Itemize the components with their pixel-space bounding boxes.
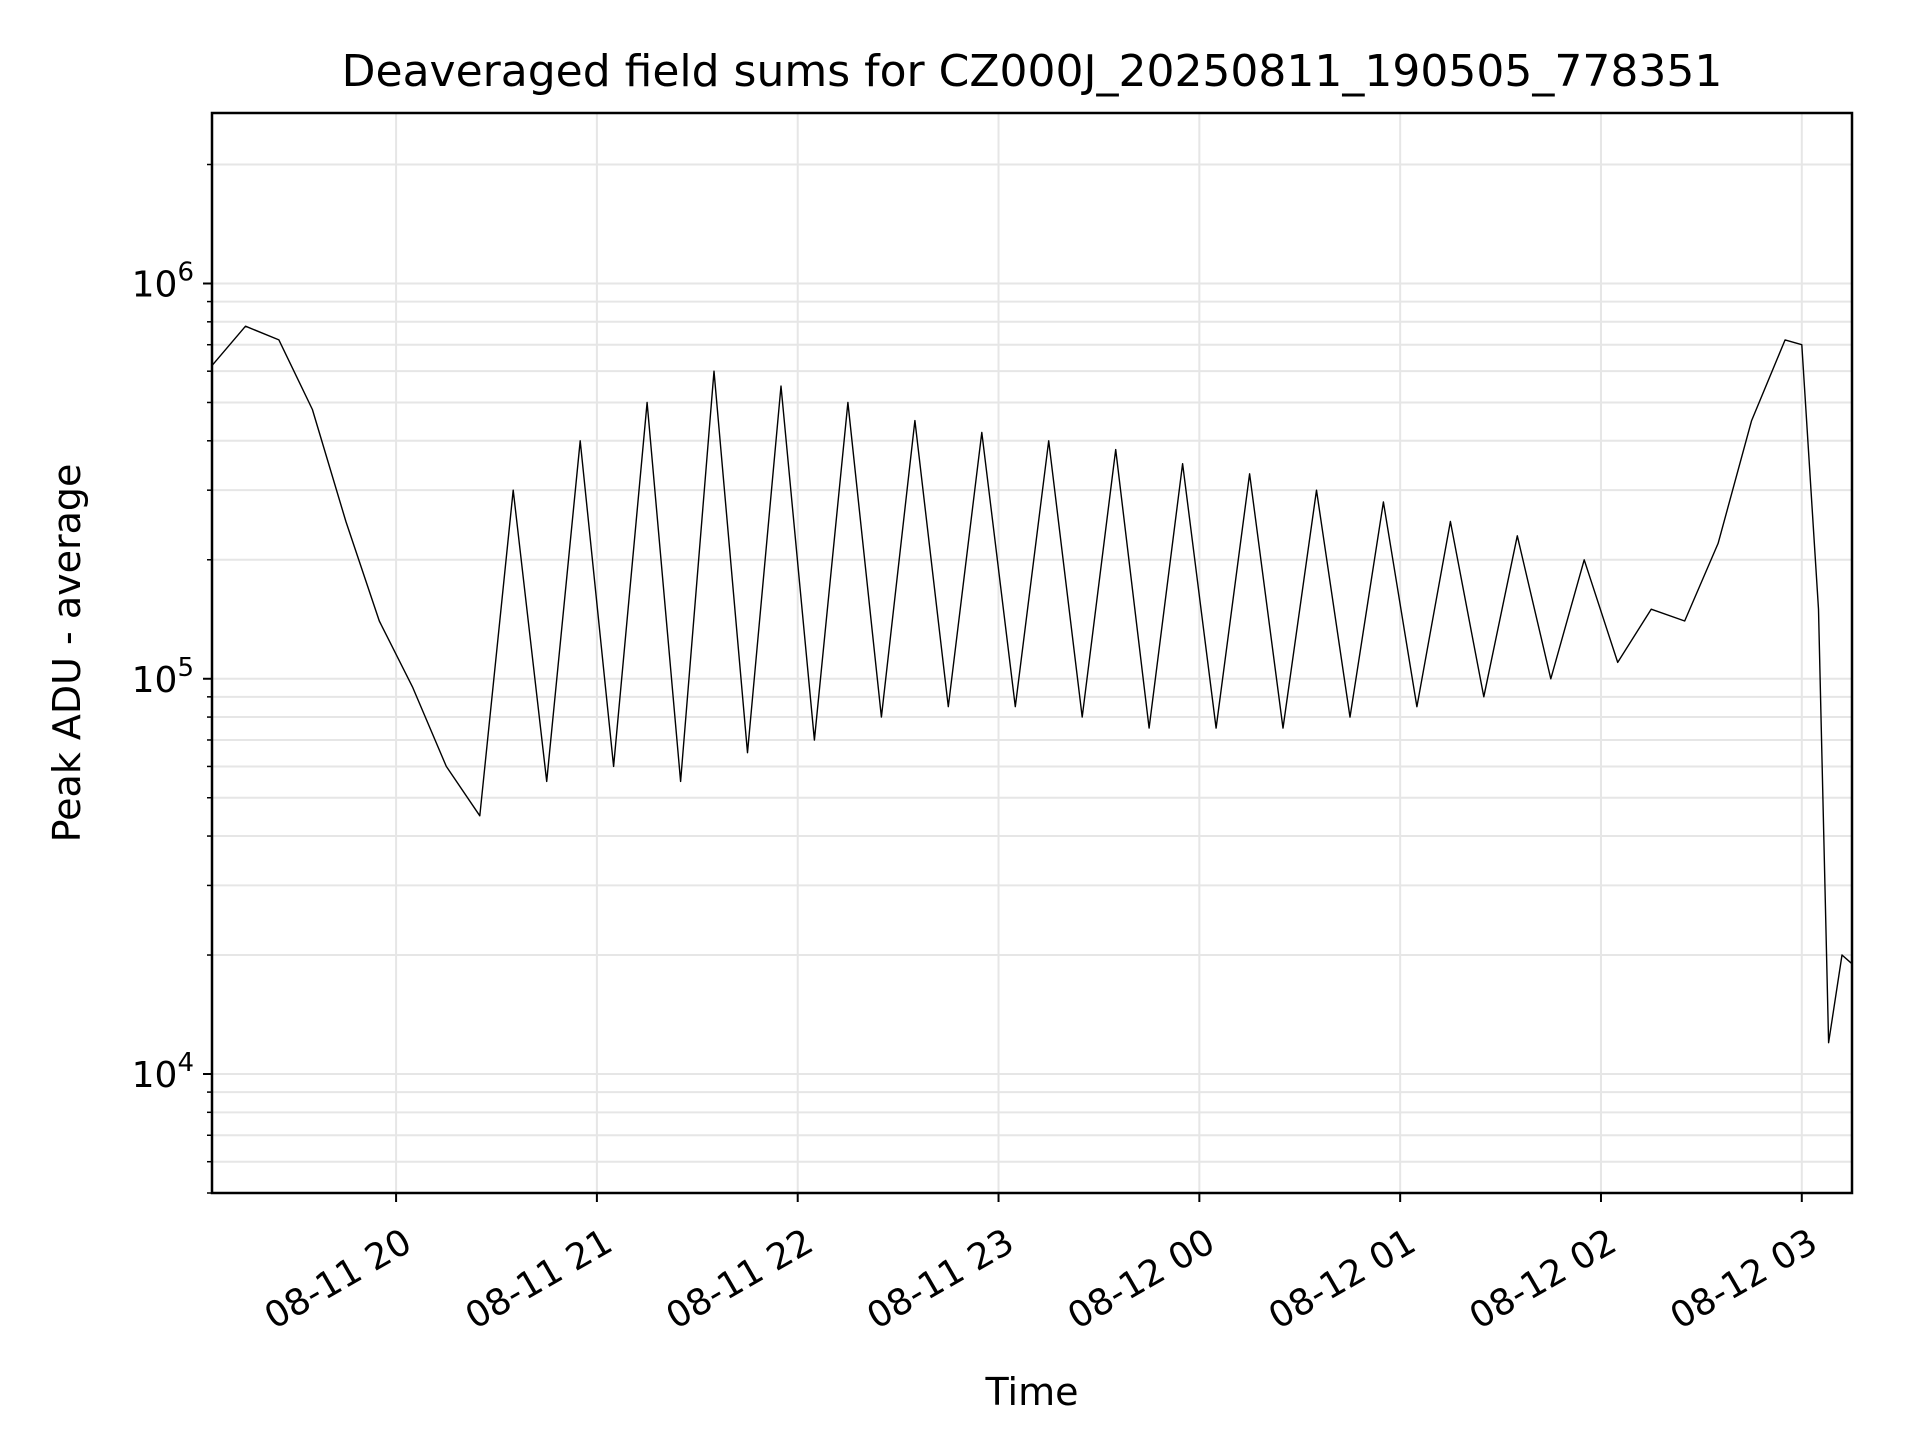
plot-area-frame bbox=[210, 111, 1854, 1195]
series-line bbox=[211, 325, 1853, 1044]
y-tick-label: 106 bbox=[132, 257, 194, 305]
y-tick-label: 104 bbox=[132, 1048, 194, 1096]
chart-title: Deaveraged field sums for CZ000J_2025081… bbox=[342, 46, 1723, 97]
y-tick-label: 105 bbox=[132, 653, 194, 701]
y-axis-label: Peak ADU - average bbox=[45, 464, 89, 843]
x-axis-label: Time bbox=[985, 1370, 1079, 1414]
plot-series-group bbox=[211, 325, 1853, 1044]
y-axis-ticks: 104 105 106 bbox=[132, 163, 212, 1194]
grid-lines bbox=[212, 113, 1852, 1194]
